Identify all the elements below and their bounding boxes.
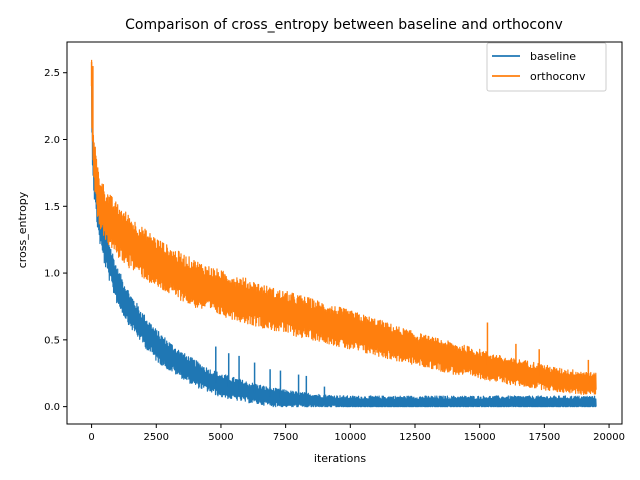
chart-title: Comparison of cross_entropy between base… xyxy=(125,17,563,33)
y-tick-label: 2.5 xyxy=(44,68,60,79)
x-tick-label: 17500 xyxy=(528,432,560,443)
x-tick-label: 10000 xyxy=(334,432,366,443)
y-tick-label: 1.0 xyxy=(44,269,60,280)
x-axis-ticks: 0 2500 5000 7500 10000 12500 15000 17500 20000 xyxy=(88,424,625,443)
legend-label-orthoconv: orthoconv xyxy=(530,70,586,83)
x-tick-label: 12500 xyxy=(399,432,431,443)
series-line-baseline xyxy=(91,72,597,408)
y-tick-label: 1.5 xyxy=(44,202,60,213)
x-tick-label: 2500 xyxy=(144,432,169,443)
y-tick-label: 0.5 xyxy=(44,335,60,346)
y-axis-label: cross_entropy xyxy=(16,191,29,268)
legend: baseline orthoconv xyxy=(486,42,607,92)
legend-box xyxy=(486,42,607,92)
x-tick-label: 15000 xyxy=(464,432,496,443)
plot-frame xyxy=(66,41,623,425)
x-tick-label: 0 xyxy=(88,432,94,443)
x-tick-label: 7500 xyxy=(273,432,298,443)
legend-label-baseline: baseline xyxy=(530,50,576,63)
x-tick-label: 20000 xyxy=(593,432,625,443)
y-axis-ticks: 0.0 0.5 1.0 1.5 2.0 2.5 xyxy=(44,68,67,413)
y-tick-label: 0.0 xyxy=(44,402,60,413)
y-tick-label: 2.0 xyxy=(44,135,60,146)
x-axis-label: iterations xyxy=(314,452,366,465)
x-tick-label: 5000 xyxy=(208,432,233,443)
series-line-orthoconv xyxy=(91,59,597,395)
plot-area xyxy=(90,59,597,408)
